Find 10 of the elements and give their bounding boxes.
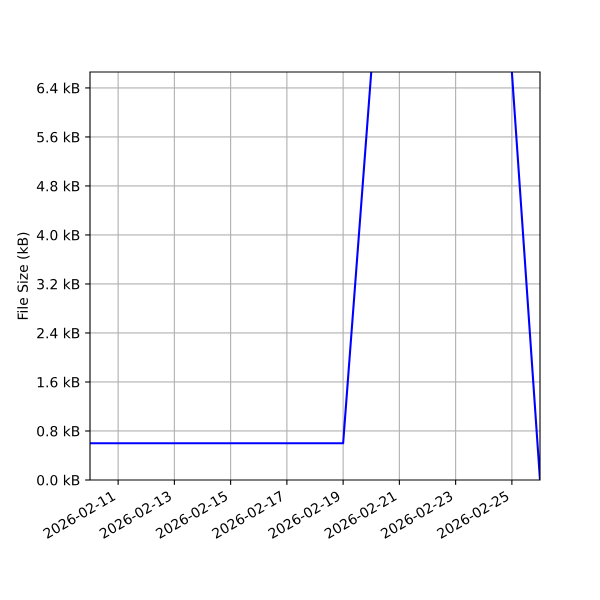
y-tick-label: 3.2 kB	[37, 278, 80, 290]
y-tick-label: 0.8 kB	[37, 426, 80, 436]
y-tick-label: 1.6 kB	[38, 376, 80, 388]
y-tick-label: 4.0 kB	[36, 230, 80, 240]
y-tick-label: 4.8 kB	[36, 180, 80, 192]
y-axis-title: File Size (kB)	[17, 232, 30, 320]
y-tick-label: 6.4 kB	[37, 82, 80, 94]
y-tick-label: 2.4 kB	[37, 328, 80, 338]
y-tick-label: 0.0 kB	[37, 474, 80, 486]
y-tick-label: 5.6 kB	[37, 132, 80, 142]
